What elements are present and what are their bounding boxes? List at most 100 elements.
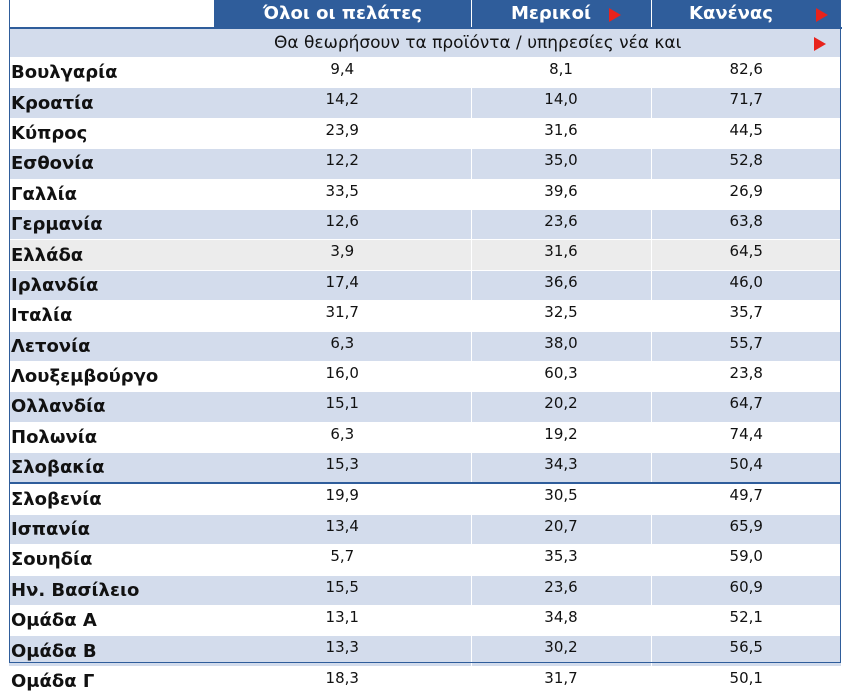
none-cell: 26,9 (651, 179, 841, 209)
subheader-row: Θα θεωρήσουν τα προϊόντα / υπηρεσίες νέα… (9, 28, 841, 58)
some-cell: 36,6 (471, 270, 651, 300)
some-cell: 20,7 (471, 514, 651, 544)
none-cell: 56,5 (651, 636, 841, 666)
none-cell: 46,0 (651, 270, 841, 300)
none-cell: 50,1 (651, 666, 841, 696)
country-cell: Εσθονία (9, 149, 214, 179)
subheader-text: Θα θεωρήσουν τα προϊόντα / υπηρεσίες νέα… (274, 33, 681, 53)
none-cell: 63,8 (651, 209, 841, 239)
all-customers-cell: 13,1 (214, 606, 471, 636)
header-all-customers: Όλοι οι πελάτες (214, 0, 471, 28)
none-cell: 55,7 (651, 331, 841, 361)
some-cell: 30,5 (471, 483, 651, 514)
none-cell: 52,8 (651, 149, 841, 179)
none-cell: 71,7 (651, 88, 841, 118)
all-customers-cell: 13,3 (214, 636, 471, 666)
all-customers-cell: 13,4 (214, 514, 471, 544)
all-customers-cell: 17,4 (214, 270, 471, 300)
none-cell: 59,0 (651, 545, 841, 575)
some-cell: 39,6 (471, 179, 651, 209)
all-customers-cell: 23,9 (214, 118, 471, 148)
none-cell: 49,7 (651, 483, 841, 514)
all-customers-cell: 12,6 (214, 209, 471, 239)
some-cell: 60,3 (471, 361, 651, 391)
all-customers-cell: 18,3 (214, 666, 471, 696)
country-cell: Ισπανία (9, 514, 214, 544)
country-cell: Κροατία (9, 88, 214, 118)
country-cell: Ομάδα Α (9, 606, 214, 636)
all-customers-cell: 15,1 (214, 392, 471, 422)
some-cell: 14,0 (471, 88, 651, 118)
dropdown-arrow-icon[interactable] (816, 8, 828, 22)
none-cell: 82,6 (651, 58, 841, 88)
none-cell: 35,7 (651, 301, 841, 331)
none-cell: 44,5 (651, 118, 841, 148)
some-cell: 35,3 (471, 545, 651, 575)
all-customers-cell: 16,0 (214, 361, 471, 391)
subheader-cell: Θα θεωρήσουν τα προϊόντα / υπηρεσίες νέα… (214, 28, 841, 58)
header-all-customers-label: Όλοι οι πελάτες (215, 3, 471, 24)
none-cell: 64,5 (651, 240, 841, 270)
some-cell: 19,2 (471, 422, 651, 452)
survey-table: Όλοι οι πελάτες Μερικοί Κανένας Θα θεωρή… (9, 0, 842, 696)
some-cell: 34,8 (471, 606, 651, 636)
all-customers-cell: 33,5 (214, 179, 471, 209)
country-cell: Λετονία (9, 331, 214, 361)
country-cell: Ην. Βασίλειο (9, 575, 214, 605)
some-cell: 8,1 (471, 58, 651, 88)
some-cell: 31,6 (471, 240, 651, 270)
all-customers-cell: 5,7 (214, 545, 471, 575)
all-customers-cell: 14,2 (214, 88, 471, 118)
none-cell: 74,4 (651, 422, 841, 452)
header-none-label: Κανένας (622, 3, 841, 24)
country-cell: Πολωνία (9, 422, 214, 452)
all-customers-cell: 19,9 (214, 483, 471, 514)
dropdown-arrow-icon[interactable] (609, 8, 621, 22)
country-cell: Γαλλία (9, 179, 214, 209)
none-cell: 64,7 (651, 392, 841, 422)
all-customers-cell: 9,4 (214, 58, 471, 88)
header-none: Κανένας (651, 0, 841, 28)
some-cell: 34,3 (471, 453, 651, 484)
some-cell: 31,6 (471, 118, 651, 148)
none-cell: 65,9 (651, 514, 841, 544)
some-cell: 31,7 (471, 666, 651, 696)
header-row: Όλοι οι πελάτες Μερικοί Κανένας (9, 0, 841, 28)
all-customers-cell: 15,5 (214, 575, 471, 605)
country-cell: Ολλανδία (9, 392, 214, 422)
some-cell: 32,5 (471, 301, 651, 331)
none-cell: 60,9 (651, 575, 841, 605)
some-cell: 23,6 (471, 209, 651, 239)
dropdown-arrow-icon[interactable] (814, 37, 826, 51)
country-cell: Σλοβακία (9, 453, 214, 484)
country-cell: Σουηδία (9, 545, 214, 575)
country-cell: Βουλγαρία (9, 58, 214, 88)
country-cell: Ιρλανδία (9, 270, 214, 300)
country-cell: Κύπρος (9, 118, 214, 148)
subheader-corner (9, 28, 214, 58)
some-cell: 30,2 (471, 636, 651, 666)
country-cell: Ελλάδα (9, 240, 214, 270)
all-customers-cell: 3,9 (214, 240, 471, 270)
header-corner (9, 0, 214, 28)
all-customers-cell: 12,2 (214, 149, 471, 179)
none-cell: 52,1 (651, 606, 841, 636)
some-cell: 20,2 (471, 392, 651, 422)
